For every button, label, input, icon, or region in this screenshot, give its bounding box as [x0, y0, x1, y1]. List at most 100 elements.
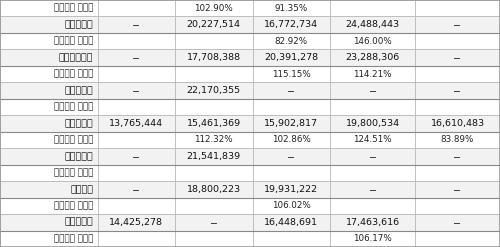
Bar [330, 148, 415, 165]
Bar [415, 49, 500, 66]
Bar [252, 115, 330, 132]
Text: −: − [287, 152, 295, 161]
Bar [0, 132, 98, 148]
Bar [0, 33, 500, 49]
Text: 전년대비 상승률: 전년대비 상승률 [54, 168, 94, 177]
Bar [0, 82, 500, 99]
Bar [252, 132, 330, 148]
Text: 13,765,444: 13,765,444 [109, 119, 164, 128]
Bar [175, 132, 252, 148]
Bar [252, 66, 330, 82]
Bar [175, 214, 252, 230]
Bar [98, 0, 175, 17]
Text: 전년대비 상승률: 전년대비 상승률 [54, 201, 94, 210]
Text: 15,461,369: 15,461,369 [186, 119, 241, 128]
Text: −: − [368, 152, 376, 161]
Bar [252, 181, 330, 198]
Bar [175, 49, 252, 66]
Bar [0, 198, 500, 214]
Text: 16,448,691: 16,448,691 [264, 218, 318, 227]
Text: −: − [132, 185, 140, 194]
Text: −: − [454, 185, 462, 194]
Bar [0, 181, 500, 198]
Text: 전년대비 상승률: 전년대비 상승률 [54, 37, 94, 46]
Text: −: − [454, 53, 462, 62]
Bar [415, 214, 500, 230]
Text: 20,227,514: 20,227,514 [187, 20, 241, 29]
Bar [0, 115, 98, 132]
Text: −: − [287, 86, 295, 95]
Bar [415, 17, 500, 33]
Text: 17,708,388: 17,708,388 [186, 53, 241, 62]
Bar [0, 214, 500, 230]
Text: 서울영등포구: 서울영등포구 [59, 53, 94, 62]
Bar [0, 230, 500, 247]
Text: 서울용산구: 서울용산구 [65, 86, 94, 95]
Bar [252, 0, 330, 17]
Text: 112.32%: 112.32% [194, 135, 233, 144]
Bar [252, 49, 330, 66]
Text: 21,541,839: 21,541,839 [186, 152, 241, 161]
Bar [330, 214, 415, 230]
Bar [252, 82, 330, 99]
Bar [0, 66, 500, 82]
Text: 20,391,278: 20,391,278 [264, 53, 318, 62]
Bar [98, 165, 175, 181]
Text: 14,425,278: 14,425,278 [109, 218, 163, 227]
Bar [415, 99, 500, 115]
Text: 서울중구: 서울중구 [70, 185, 94, 194]
Text: −: − [210, 218, 218, 227]
Bar [0, 66, 98, 82]
Bar [252, 99, 330, 115]
Bar [175, 198, 252, 214]
Bar [0, 165, 500, 181]
Bar [0, 49, 500, 66]
Text: −: − [132, 53, 140, 62]
Bar [98, 148, 175, 165]
Text: 서울양천구: 서울양천구 [65, 20, 94, 29]
Text: 91.35%: 91.35% [274, 4, 308, 13]
Text: 17,463,616: 17,463,616 [346, 218, 400, 227]
Bar [0, 165, 98, 181]
Bar [330, 181, 415, 198]
Text: 82.92%: 82.92% [274, 37, 308, 46]
Bar [330, 198, 415, 214]
Text: 115.15%: 115.15% [272, 70, 310, 79]
Bar [0, 148, 500, 165]
Bar [415, 148, 500, 165]
Bar [0, 115, 500, 132]
Bar [175, 165, 252, 181]
Text: 106.17%: 106.17% [353, 234, 392, 243]
Text: 전년대비 상승률: 전년대비 상승률 [54, 70, 94, 79]
Bar [175, 17, 252, 33]
Bar [0, 99, 500, 115]
Bar [415, 132, 500, 148]
Bar [175, 82, 252, 99]
Bar [98, 33, 175, 49]
Text: −: − [454, 152, 462, 161]
Bar [415, 198, 500, 214]
Text: 102.86%: 102.86% [272, 135, 310, 144]
Bar [330, 165, 415, 181]
Text: −: − [368, 86, 376, 95]
Bar [175, 33, 252, 49]
Bar [0, 17, 500, 33]
Bar [98, 214, 175, 230]
Text: 전년대비 상승률: 전년대비 상승률 [54, 234, 94, 243]
Bar [0, 17, 98, 33]
Bar [175, 115, 252, 132]
Text: 114.21%: 114.21% [353, 70, 392, 79]
Bar [0, 230, 98, 247]
Bar [330, 99, 415, 115]
Text: 24,488,443: 24,488,443 [346, 20, 400, 29]
Text: −: − [132, 20, 140, 29]
Text: 서울은평구: 서울은평구 [65, 119, 94, 128]
Bar [252, 148, 330, 165]
Bar [415, 165, 500, 181]
Text: −: − [368, 185, 376, 194]
Bar [415, 181, 500, 198]
Bar [415, 115, 500, 132]
Bar [0, 82, 98, 99]
Bar [98, 82, 175, 99]
Bar [98, 49, 175, 66]
